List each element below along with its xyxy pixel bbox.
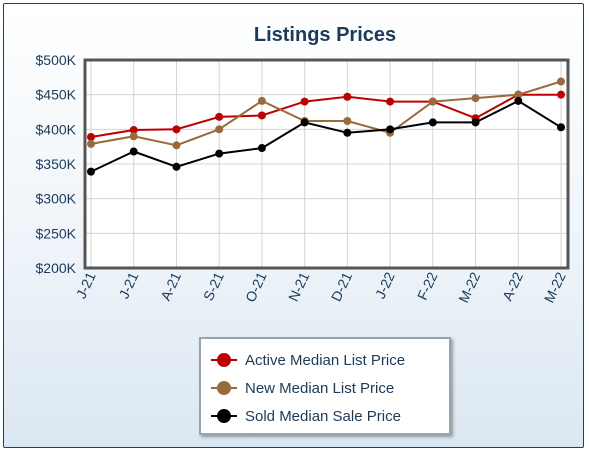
series-line-2 — [90, 99, 562, 173]
x-tick-label: M-22 — [455, 269, 483, 305]
legend-swatch-sold — [211, 408, 237, 424]
legend-item-active: Active Median List Price — [211, 348, 405, 372]
x-tick-label: A-22 — [499, 269, 526, 303]
data-point-s2-10 — [514, 96, 523, 105]
chart-title: Listings Prices — [254, 24, 396, 46]
x-tick-label: N-21 — [285, 269, 312, 303]
data-point-s1-3 — [215, 125, 224, 134]
y-tick-label: $350K — [36, 156, 77, 172]
data-point-s0-11 — [557, 90, 565, 99]
data-point-s0-4 — [257, 111, 266, 120]
legend-item-sold: Sold Median Sale Price — [211, 404, 401, 428]
y-tick-label: $500K — [36, 52, 77, 68]
x-tick-label: J-22 — [372, 269, 398, 301]
x-tick-label: J-21 — [115, 269, 141, 301]
data-point-s2-2 — [172, 162, 181, 171]
y-tick-label: $250K — [36, 225, 77, 241]
data-point-s1-4 — [257, 96, 266, 105]
legend-label-new: New Median List Price — [245, 379, 395, 397]
legend-item-new: New Median List Price — [211, 376, 394, 400]
series-line-1 — [90, 80, 562, 147]
data-point-s1-9 — [471, 94, 480, 103]
y-tick-label: $200K — [36, 260, 77, 276]
x-tick-label: F-22 — [414, 269, 441, 302]
data-point-s1-10 — [514, 90, 523, 99]
y-tick-label: $300K — [36, 191, 77, 207]
data-point-s2-3 — [215, 149, 224, 158]
legend-label-sold: Sold Median Sale Price — [245, 407, 401, 425]
legend: Active Median List Price New Median List… — [199, 337, 451, 435]
data-point-s2-5 — [300, 118, 309, 127]
data-point-s2-7 — [386, 125, 395, 134]
x-tick-label: A-21 — [157, 269, 184, 303]
data-point-s2-0 — [87, 167, 95, 176]
x-tick-label: M-22 — [541, 269, 569, 305]
y-tick-label: $450K — [36, 87, 77, 103]
x-tick-label: S-21 — [200, 269, 227, 303]
data-point-s1-11 — [557, 77, 565, 86]
data-point-s1-2 — [172, 141, 181, 150]
data-point-s2-9 — [471, 118, 480, 127]
x-tick-label: O-21 — [242, 269, 270, 304]
data-point-s0-7 — [386, 97, 395, 106]
data-point-s1-1 — [129, 132, 138, 141]
legend-swatch-active — [211, 352, 237, 368]
data-point-s2-8 — [428, 118, 437, 127]
data-point-s0-6 — [343, 92, 352, 101]
x-tick-label: J-21 — [73, 269, 99, 301]
data-point-s2-6 — [343, 128, 352, 137]
data-point-s0-2 — [172, 125, 181, 134]
legend-label-active: Active Median List Price — [245, 351, 406, 369]
data-point-s2-11 — [557, 123, 565, 132]
data-point-s0-0 — [87, 132, 95, 141]
data-point-s2-1 — [129, 147, 138, 156]
data-point-s1-8 — [428, 97, 437, 106]
data-point-s1-0 — [87, 139, 95, 148]
x-tick-label: D-21 — [328, 269, 355, 303]
y-tick-label: $400K — [36, 121, 77, 137]
legend-swatch-new — [211, 380, 237, 396]
data-point-s1-6 — [343, 117, 352, 126]
data-point-s0-1 — [129, 126, 138, 135]
data-point-s0-3 — [215, 112, 224, 121]
series-line-0 — [90, 93, 561, 138]
data-point-s2-4 — [257, 144, 266, 153]
plot-border — [83, 58, 570, 270]
data-point-s0-5 — [300, 97, 309, 106]
